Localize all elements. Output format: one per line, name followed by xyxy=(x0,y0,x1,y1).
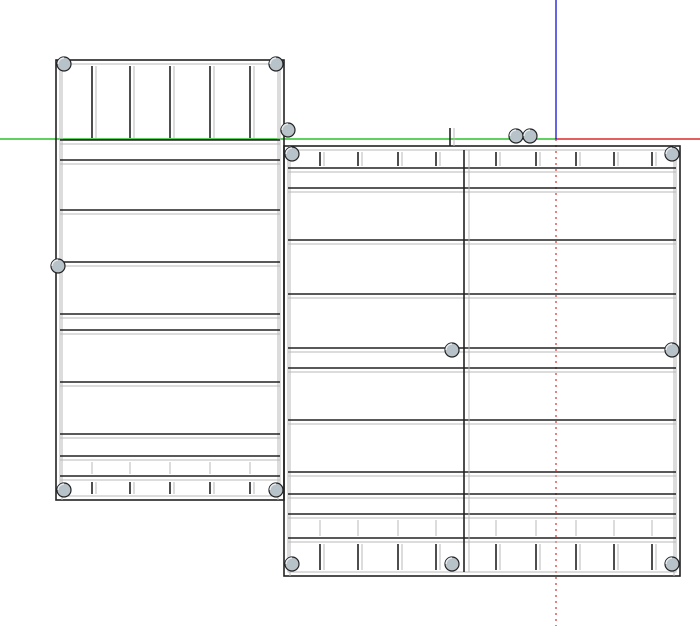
panel-left xyxy=(56,60,284,500)
post-left-3 xyxy=(51,259,65,273)
post-right-1 xyxy=(665,147,679,161)
post-right-3 xyxy=(445,343,459,357)
post-right-6 xyxy=(445,557,459,571)
post-left-0 xyxy=(57,57,71,71)
post-standalone xyxy=(523,129,537,143)
post-right-4 xyxy=(665,343,679,357)
post-left-4 xyxy=(57,483,71,497)
panel-right xyxy=(284,128,680,576)
axes-group xyxy=(0,0,700,626)
post-right-0 xyxy=(285,147,299,161)
post-right-2 xyxy=(509,129,523,143)
post-left-1 xyxy=(269,57,283,71)
post-right-7 xyxy=(665,557,679,571)
post-left-2 xyxy=(281,123,295,137)
post-left-5 xyxy=(269,483,283,497)
post-right-5 xyxy=(285,557,299,571)
panels-group xyxy=(56,60,680,576)
model-viewport[interactable] xyxy=(0,0,700,626)
